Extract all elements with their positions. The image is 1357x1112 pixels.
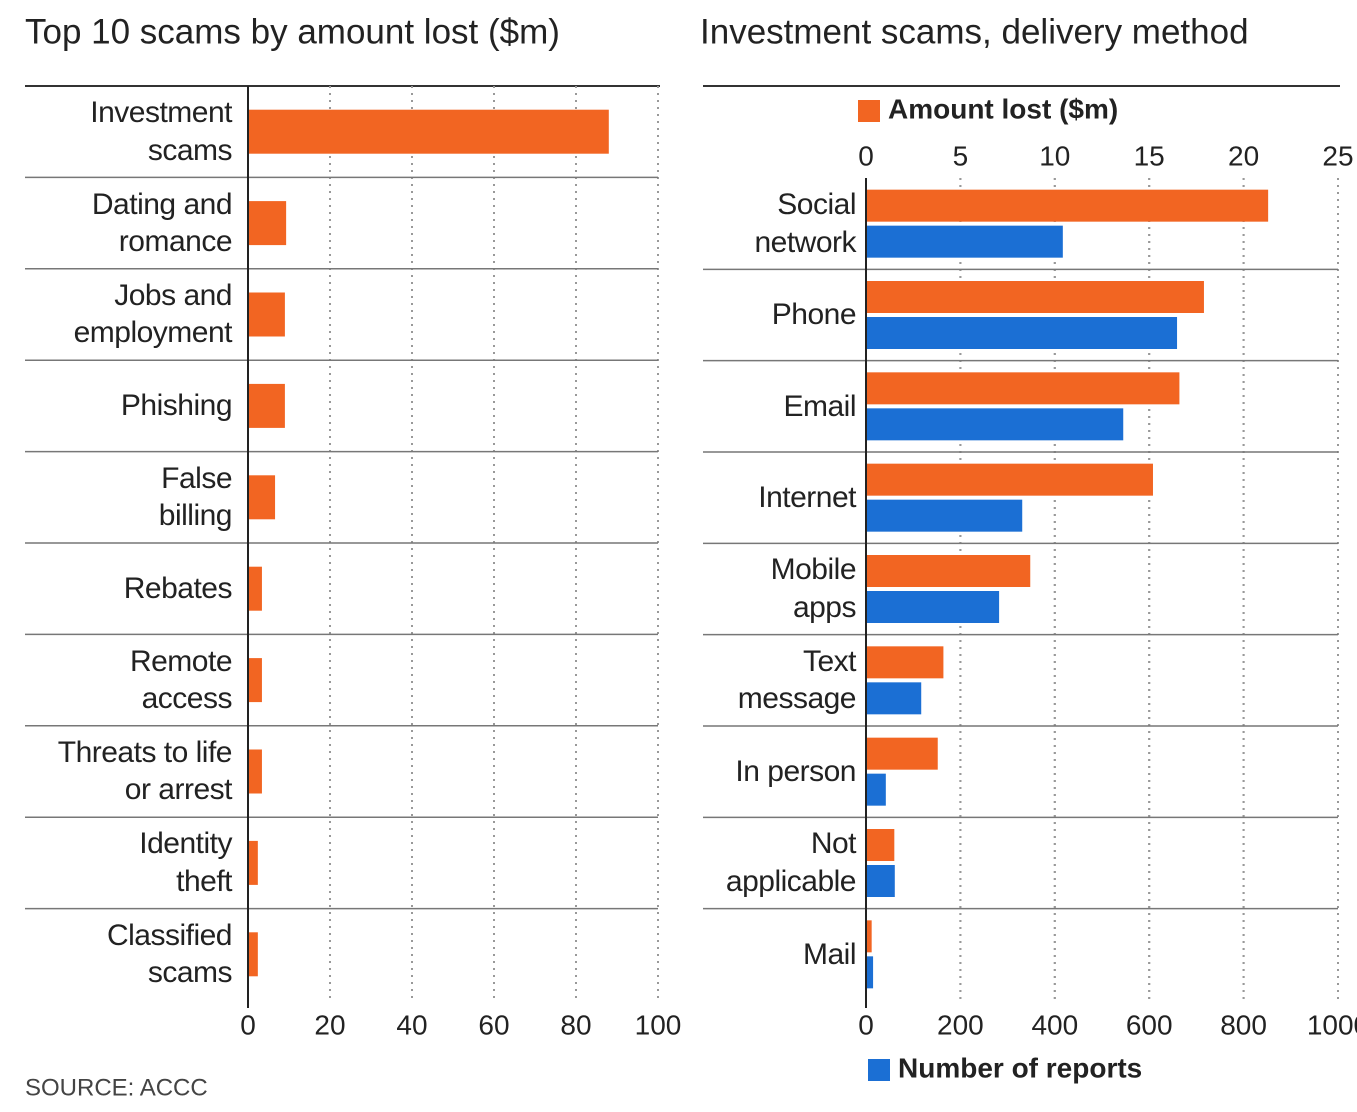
x-tick-label: 80 — [560, 1009, 591, 1040]
bar — [248, 109, 609, 154]
x-tick-label: 40 — [396, 1009, 427, 1040]
bar — [866, 920, 872, 953]
bar — [248, 566, 262, 611]
category-label: Not applicable — [725, 827, 857, 898]
category-label: Email — [783, 389, 856, 423]
bar — [866, 865, 895, 897]
category-label: Jobs and employment — [73, 278, 233, 350]
x-tick-label: 15 — [1134, 140, 1165, 171]
x-tick-label: 600 — [1126, 1009, 1173, 1040]
bar — [866, 646, 944, 679]
x-tick-label: 25 — [1322, 140, 1353, 171]
bar — [248, 383, 285, 428]
category-label: Classified scams — [106, 918, 233, 990]
legend-swatch — [868, 1059, 890, 1081]
bar — [866, 463, 1153, 496]
category-label: Investment scams — [90, 96, 232, 167]
bar — [248, 201, 287, 246]
x-tick-label: 5 — [953, 140, 969, 171]
x-tick-label: 200 — [937, 1009, 984, 1040]
bar — [866, 408, 1124, 441]
bar — [866, 499, 1023, 532]
bar — [866, 281, 1204, 313]
category-label: False billing — [158, 461, 233, 533]
x-tick-label: 800 — [1220, 1009, 1267, 1040]
x-tick-label: 0 — [858, 140, 874, 171]
x-tick-label: 20 — [314, 1009, 345, 1040]
legend-label: Number of reports — [898, 1052, 1142, 1083]
chart-title: Top 10 scams by amount lost ($m) — [25, 12, 560, 51]
bar — [866, 682, 922, 715]
x-tick-label: 0 — [240, 1009, 256, 1040]
category-label: Text message — [737, 644, 857, 716]
category-label: Threats to life or arrest — [57, 735, 233, 807]
bar — [248, 840, 258, 885]
bar — [866, 829, 895, 861]
bar — [866, 189, 1269, 222]
bar — [866, 372, 1180, 405]
category-label: Internet — [758, 480, 856, 514]
x-tick-label: 60 — [478, 1009, 509, 1040]
category-label: Mail — [802, 937, 857, 971]
x-tick-label: 400 — [1031, 1009, 1078, 1040]
x-tick-label: 0 — [858, 1009, 874, 1040]
bar — [866, 555, 1031, 587]
x-tick-label: 20 — [1228, 140, 1259, 171]
bar — [248, 749, 262, 794]
source: SOURCE: ACCC — [25, 1074, 208, 1101]
legend-swatch — [858, 100, 880, 122]
category-label: In person — [735, 754, 856, 788]
bar — [248, 932, 258, 977]
category-label: Dating and romance — [91, 187, 233, 259]
category-label: Remote access — [129, 644, 233, 716]
category-label: Phishing — [120, 389, 233, 423]
category-label: Mobile apps — [770, 553, 857, 624]
chart-title: Investment scams, delivery method — [700, 12, 1249, 51]
category-label: Phone — [771, 298, 857, 332]
bar — [248, 292, 285, 337]
category-label: Social network — [754, 188, 856, 259]
bar — [866, 591, 1000, 623]
bar — [866, 737, 938, 770]
legend-label: Amount lost ($m) — [888, 93, 1118, 124]
bar — [866, 225, 1063, 258]
x-tick-label: 1000 — [1307, 1009, 1357, 1040]
bar — [866, 317, 1178, 349]
category-label: Rebates — [123, 571, 233, 605]
x-tick-label: 10 — [1039, 140, 1070, 171]
bar — [866, 956, 874, 989]
x-tick-label: 100 — [635, 1009, 682, 1040]
category-label: Identity theft — [139, 827, 232, 898]
bar — [248, 475, 276, 520]
bar — [248, 658, 262, 703]
bar — [866, 773, 886, 806]
